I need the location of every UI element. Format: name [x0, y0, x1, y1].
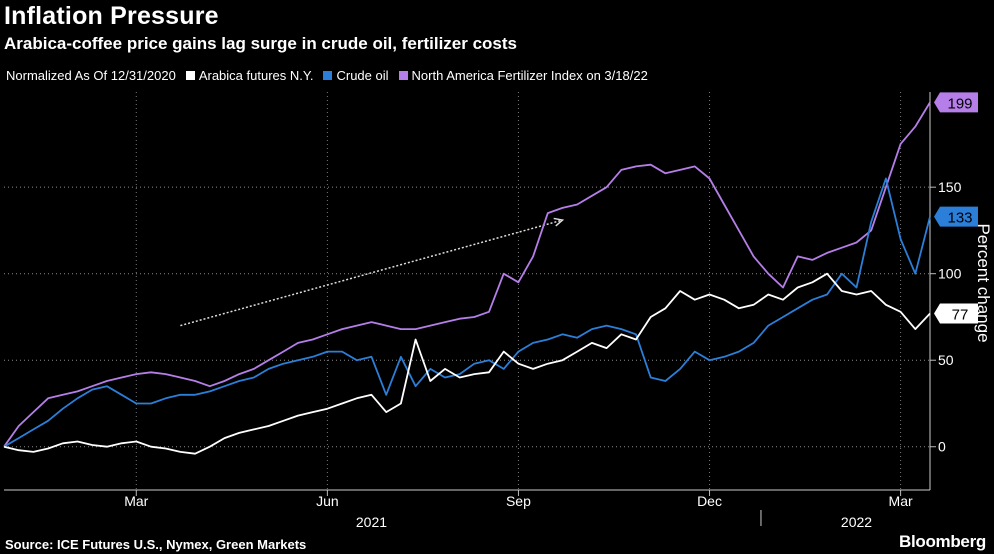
legend-item-arabica: Arabica futures N.Y. [185, 68, 314, 83]
legend-swatch-arabica [185, 71, 195, 80]
legend: Normalized As Of 12/31/2020 Arabica futu… [6, 68, 658, 83]
x-year-label: 2021 [356, 514, 387, 530]
end-value-label-arabica: 77 [952, 306, 969, 323]
x-tick-label: Jun [316, 493, 339, 509]
legend-label-crude: Crude oil [336, 68, 389, 83]
legend-note: Normalized As Of 12/31/2020 [6, 68, 176, 83]
legend-label-fertilizer: North America Fertilizer Index on 3/18/2… [411, 68, 648, 83]
end-value-flag-arabica [934, 303, 978, 324]
series-line-fertilizer [3, 101, 931, 448]
series-line-arabica [3, 272, 931, 455]
legend-swatch-crude [323, 71, 333, 80]
x-tick-label: Mar [124, 493, 148, 509]
y-tick-label: 150 [938, 179, 962, 195]
source-note: Source: ICE Futures U.S., Nymex, Green M… [5, 537, 307, 552]
x-tick-label: Mar [889, 493, 913, 509]
legend-item-crude: Crude oil [323, 68, 389, 83]
legend-label-arabica: Arabica futures N.Y. [198, 68, 314, 83]
x-tick-label: Sep [506, 493, 531, 509]
x-year-label: 2022 [841, 514, 872, 530]
y-axis-label: Percent change [974, 223, 993, 342]
y-tick-label: 50 [938, 352, 954, 368]
legend-swatch-fertilizer [398, 71, 408, 80]
end-value-label-fertilizer: 199 [947, 95, 972, 112]
annotation-arrow-head [553, 217, 565, 227]
series-line-crude [3, 177, 931, 448]
bloomberg-logo: Bloomberg [898, 532, 986, 551]
chart-subtitle: Arabica-coffee price gains lag surge in … [4, 34, 517, 53]
x-tick-label: Dec [697, 493, 722, 509]
annotation-arrow-line [180, 219, 563, 327]
end-value-flag-fertilizer [934, 92, 978, 113]
y-tick-label: 0 [938, 439, 946, 455]
end-value-label-crude: 133 [947, 210, 972, 227]
chart-title: Inflation Pressure [4, 2, 219, 30]
legend-item-fertilizer: North America Fertilizer Index on 3/18/2… [398, 68, 648, 83]
y-tick-label: 100 [938, 266, 962, 282]
end-value-flag-crude [934, 206, 978, 227]
